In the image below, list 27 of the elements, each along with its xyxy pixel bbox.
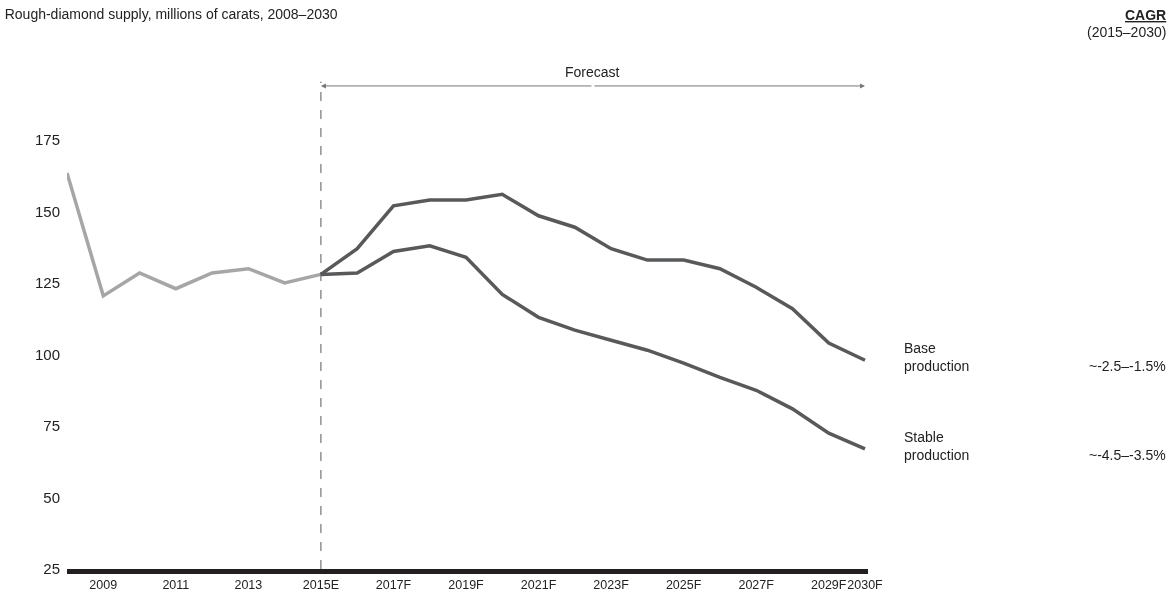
y-tick-label: 100	[34, 345, 60, 363]
x-tick-label: 2019F	[448, 578, 485, 592]
y-tick-label: 150	[34, 202, 60, 220]
x-tick-label: 2023F	[593, 578, 630, 592]
text: Base production	[904, 340, 970, 375]
text: Forecast	[565, 64, 620, 80]
y-tick-label: 25	[43, 560, 60, 578]
x-tick-label: 2017F	[375, 578, 412, 592]
x-tick-label: 2021F	[520, 578, 557, 592]
x-tick-label: 2029F	[811, 578, 847, 592]
x-tick-label: 2009	[89, 578, 118, 592]
text: CAGR	[1125, 7, 1167, 23]
x-tick-label: 2015E	[302, 578, 339, 592]
x-tick-label: 2013	[234, 578, 263, 592]
text: ~-4.5–-3.5%	[1089, 447, 1166, 463]
text: Stable production	[904, 429, 970, 464]
y-tick-label: 50	[43, 488, 60, 506]
chart-title: Rough-diamond supply, millions of carats, 2008–2030	[4, 5, 338, 22]
y-tick-label: 75	[43, 417, 60, 435]
x-tick-label: 2030F	[847, 578, 884, 592]
text: ~-2.5–-1.5%	[1089, 358, 1166, 374]
x-tick-label: 2011	[162, 578, 190, 592]
x-tick-label: 2025F	[665, 578, 702, 592]
y-tick-label: 175	[34, 131, 60, 149]
y-tick-label: 125	[34, 274, 60, 292]
x-tick-label: 2027F	[738, 578, 775, 592]
text: (2015–2030)	[1087, 24, 1167, 40]
